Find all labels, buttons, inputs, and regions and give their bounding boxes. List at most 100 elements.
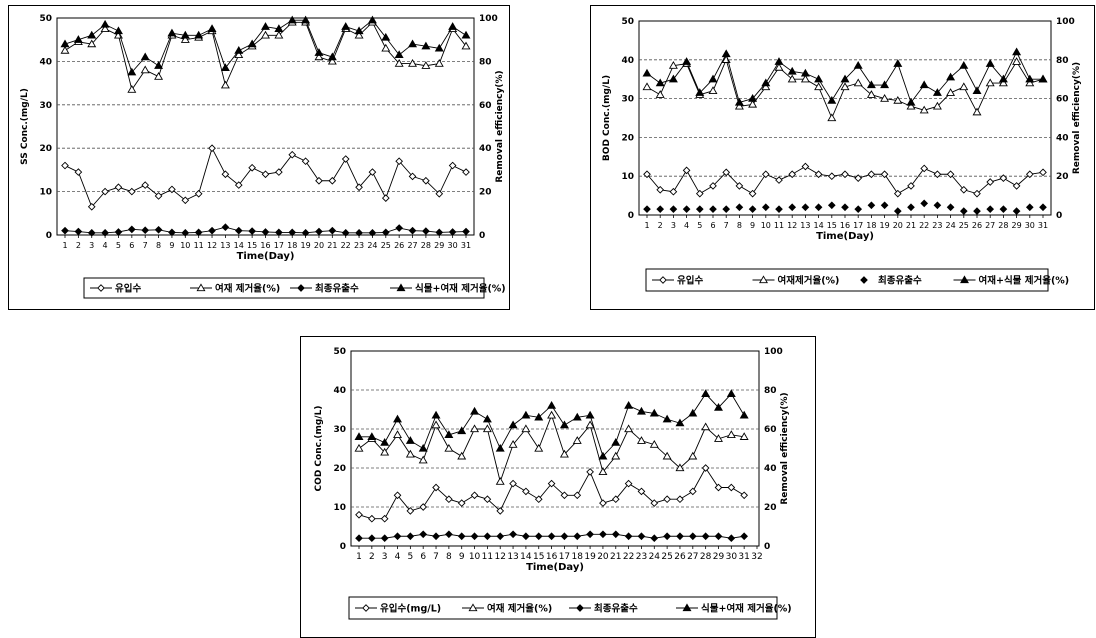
x-tick-label: 22 bbox=[623, 552, 634, 562]
data-point bbox=[154, 192, 163, 200]
y-tick-label: 40 bbox=[39, 57, 52, 67]
data-point bbox=[1025, 78, 1035, 87]
data-point bbox=[688, 408, 698, 417]
data-point bbox=[663, 532, 671, 541]
data-point bbox=[354, 26, 364, 35]
data-point bbox=[959, 185, 968, 194]
x-tick-label: 24 bbox=[367, 241, 377, 250]
data-point bbox=[624, 401, 634, 409]
data-point bbox=[669, 205, 678, 214]
x-tick-label: 16 bbox=[546, 552, 558, 562]
data-point bbox=[418, 455, 428, 464]
data-point bbox=[708, 86, 718, 94]
data-point bbox=[985, 59, 995, 67]
data-point bbox=[408, 172, 417, 181]
data-point bbox=[483, 495, 492, 504]
data-point bbox=[1038, 74, 1048, 83]
data-point bbox=[354, 443, 364, 452]
y2-tick-label: 60 bbox=[1056, 95, 1069, 105]
data-point bbox=[87, 228, 96, 237]
data-point bbox=[448, 22, 458, 30]
data-point bbox=[381, 32, 391, 41]
legend-label: 여재제거율(%) bbox=[778, 275, 840, 287]
data-point bbox=[355, 228, 363, 237]
data-point bbox=[709, 205, 717, 214]
y-tick-label: 40 bbox=[621, 56, 634, 66]
data-point bbox=[586, 530, 594, 539]
data-point bbox=[999, 174, 1008, 182]
data-point bbox=[946, 88, 956, 96]
data-point bbox=[656, 205, 665, 214]
y2-axis-label: Removal efficiency(%) bbox=[1072, 62, 1082, 174]
y2-tick-label: 0 bbox=[1056, 211, 1062, 221]
data-point bbox=[656, 185, 665, 194]
data-point bbox=[444, 443, 454, 452]
legend-box bbox=[83, 277, 485, 299]
data-point bbox=[435, 228, 444, 237]
x-tick-label: 31 bbox=[738, 552, 749, 562]
data-point bbox=[495, 443, 505, 452]
data-point bbox=[394, 58, 404, 67]
x-tick-label: 21 bbox=[906, 221, 916, 230]
x-tick-label: 19 bbox=[584, 552, 596, 562]
data-point bbox=[841, 203, 849, 212]
data-point bbox=[445, 495, 453, 504]
data-point bbox=[435, 189, 444, 198]
data-point bbox=[573, 532, 582, 541]
data-point bbox=[167, 28, 177, 37]
x-tick-label: 1 bbox=[356, 552, 362, 562]
x-tick-label: 32 bbox=[751, 552, 762, 562]
data-point bbox=[496, 532, 505, 541]
x-tick-label: 25 bbox=[381, 241, 391, 250]
y2-axis-label: Removal efficiency(%) bbox=[780, 392, 790, 504]
data-point bbox=[739, 410, 749, 419]
x-tick-label: 7 bbox=[724, 221, 729, 230]
data-point bbox=[127, 187, 136, 196]
data-point bbox=[419, 530, 428, 539]
y2-tick-label: 20 bbox=[764, 503, 777, 513]
data-point bbox=[906, 97, 916, 106]
data-point bbox=[714, 483, 723, 492]
data-point bbox=[127, 67, 137, 76]
x-tick-label: 31 bbox=[1038, 221, 1048, 230]
data-point bbox=[61, 161, 69, 170]
data-point bbox=[220, 80, 230, 89]
data-point bbox=[395, 157, 404, 166]
x-tick-label: 5 bbox=[407, 552, 413, 562]
data-point bbox=[919, 105, 929, 114]
x-tick-label: 25 bbox=[661, 552, 672, 562]
data-point bbox=[168, 228, 176, 237]
data-point bbox=[74, 168, 83, 176]
data-point bbox=[972, 86, 982, 94]
x-tick-label: 5 bbox=[116, 241, 121, 250]
data-point bbox=[701, 422, 711, 431]
y-tick-label: 10 bbox=[333, 503, 346, 513]
data-point bbox=[867, 201, 876, 210]
data-point bbox=[194, 189, 203, 198]
data-point bbox=[101, 187, 109, 196]
data-point bbox=[421, 41, 431, 50]
legend-marker bbox=[297, 284, 305, 292]
y-axis-label: COD Conc.(mg/L) bbox=[314, 406, 324, 492]
data-point bbox=[893, 95, 903, 104]
data-point bbox=[154, 61, 164, 69]
data-point bbox=[221, 170, 230, 179]
x-axis-label: Time(Day) bbox=[237, 251, 295, 262]
data-point bbox=[788, 170, 797, 179]
data-point bbox=[637, 532, 646, 541]
data-point bbox=[328, 226, 337, 235]
data-point bbox=[432, 532, 440, 541]
y-tick-label: 50 bbox=[621, 17, 634, 27]
data-point bbox=[675, 418, 685, 427]
data-point bbox=[418, 443, 428, 452]
series-1 bbox=[355, 464, 748, 523]
data-point bbox=[854, 174, 863, 182]
x-tick-label: 6 bbox=[129, 241, 134, 250]
data-point bbox=[986, 178, 995, 186]
data-point bbox=[87, 39, 97, 48]
data-point bbox=[457, 499, 466, 507]
data-point bbox=[676, 495, 684, 504]
series-line bbox=[358, 467, 745, 520]
data-point bbox=[907, 182, 915, 190]
x-tick-label: 18 bbox=[572, 552, 584, 562]
